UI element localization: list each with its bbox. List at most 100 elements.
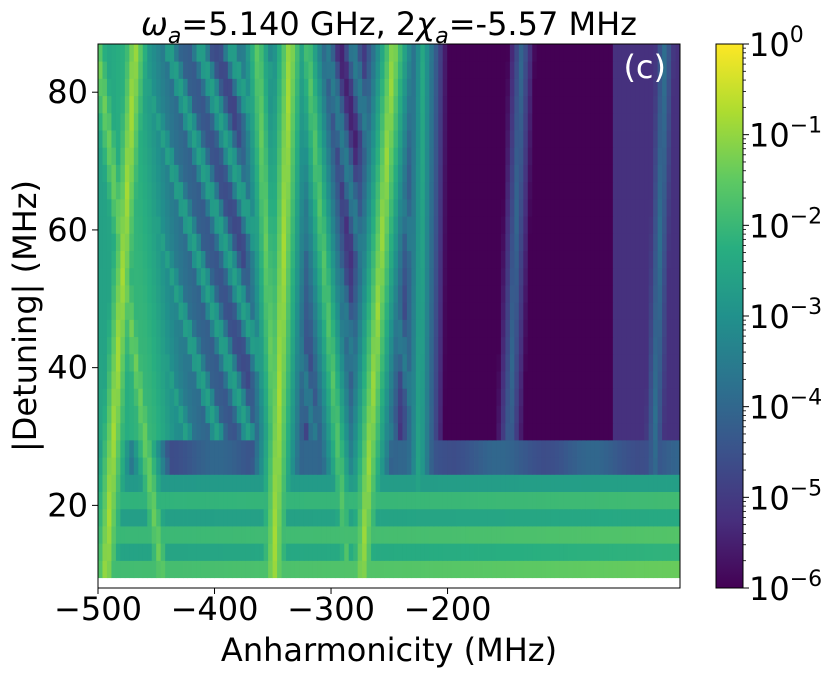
heatmap-cell: [286, 526, 291, 544]
heatmap-cell: [621, 543, 627, 561]
heatmap-cell: [286, 78, 291, 97]
heatmap-cell: [156, 543, 162, 561]
heatmap-cell: [447, 61, 453, 79]
heatmap-cell: [648, 457, 654, 475]
heatmap-cell: [487, 112, 493, 131]
heatmap-cell: [362, 336, 368, 355]
heatmap-cell: [156, 302, 162, 320]
heatmap-cell: [671, 474, 676, 492]
heatmap-cell: [281, 336, 287, 355]
heatmap-cell: [236, 353, 242, 372]
heatmap-cell: [339, 526, 345, 544]
heatmap-cell: [209, 78, 215, 97]
heatmap-cell: [491, 491, 497, 510]
heatmap-cell: [277, 543, 282, 561]
heatmap-cell: [133, 285, 139, 303]
heatmap-cell: [375, 543, 381, 561]
heatmap-cell: [505, 388, 511, 406]
heatmap-cell: [402, 233, 408, 251]
heatmap-cell: [411, 164, 417, 183]
heatmap-cell: [500, 422, 506, 441]
heatmap-cell: [451, 336, 457, 355]
heatmap-cell: [456, 61, 462, 79]
heatmap-cell: [545, 130, 551, 148]
heatmap-cell: [532, 95, 538, 114]
heatmap-cell: [554, 267, 560, 286]
heatmap-cell: [460, 474, 466, 492]
heatmap-cell: [644, 508, 650, 527]
heatmap-cell: [630, 371, 636, 389]
heatmap-cell: [344, 216, 350, 234]
heatmap-cell: [393, 285, 399, 303]
heatmap-cell: [371, 302, 376, 320]
heatmap-cell: [196, 285, 202, 303]
heatmap-cell: [402, 422, 408, 441]
heatmap-cell: [536, 560, 542, 579]
heatmap-cell: [594, 439, 600, 458]
heatmap-cell: [603, 336, 609, 355]
heatmap-cell: [447, 302, 453, 320]
heatmap-cell: [518, 285, 524, 303]
heatmap-cell: [456, 371, 462, 389]
heatmap-cell: [308, 319, 314, 338]
heatmap-cell: [187, 130, 193, 148]
heatmap-cell: [653, 371, 659, 389]
heatmap-cell: [536, 336, 542, 355]
heatmap-cell: [639, 285, 645, 303]
heatmap-cell: [102, 508, 108, 527]
heatmap-cell: [581, 285, 587, 303]
heatmap-cell: [348, 233, 354, 251]
heatmap-cell: [460, 526, 466, 544]
heatmap-cell: [321, 78, 327, 97]
heatmap-cell: [299, 164, 305, 183]
heatmap-cell: [218, 508, 224, 527]
heatmap-cell: [160, 422, 166, 441]
heatmap-cell: [397, 112, 403, 131]
heatmap-cell: [671, 388, 676, 406]
heatmap-cell: [344, 147, 350, 165]
heatmap-cell: [102, 439, 108, 458]
heatmap-cell: [321, 285, 327, 303]
heatmap-cell: [353, 95, 359, 114]
heatmap-cell: [142, 44, 148, 62]
heatmap-cell: [214, 491, 220, 510]
heatmap-cell: [550, 526, 556, 544]
heatmap-cell: [648, 543, 654, 561]
heatmap-cell: [577, 543, 582, 561]
heatmap-cell: [241, 405, 247, 424]
heatmap-cell: [205, 147, 211, 165]
heatmap-cell: [102, 147, 108, 165]
heatmap-cell: [339, 233, 345, 251]
heatmap-cell: [120, 474, 126, 492]
heatmap-cell: [644, 285, 650, 303]
heatmap-cell: [496, 371, 502, 389]
heatmap-cell: [120, 388, 126, 406]
heatmap-cell: [357, 250, 363, 269]
heatmap-cell: [133, 526, 139, 544]
heatmap-cell: [653, 405, 659, 424]
heatmap-cell: [532, 198, 538, 217]
heatmap-cell: [286, 336, 291, 355]
heatmap-cell: [603, 61, 609, 79]
heatmap-cell: [133, 95, 139, 114]
heatmap-cell: [380, 267, 385, 286]
heatmap-cell: [339, 491, 345, 510]
heatmap-cell: [312, 439, 318, 458]
heatmap-cell: [590, 78, 596, 97]
heatmap-cell: [250, 336, 256, 355]
heatmap-cell: [263, 285, 269, 303]
heatmap-cell: [442, 439, 448, 458]
heatmap-cell: [496, 78, 502, 97]
heatmap-cell: [402, 78, 408, 97]
heatmap-cell: [429, 474, 435, 492]
heatmap-cell: [353, 319, 359, 338]
heatmap-cell: [375, 95, 381, 114]
heatmap-cell: [433, 112, 439, 131]
heatmap-cell: [102, 250, 108, 269]
heatmap-cell: [402, 164, 408, 183]
heatmap-cell: [353, 353, 359, 372]
heatmap-cell: [263, 388, 269, 406]
heatmap-cell: [330, 130, 336, 148]
heatmap-cell: [594, 181, 600, 200]
heatmap-cell: [339, 198, 345, 217]
